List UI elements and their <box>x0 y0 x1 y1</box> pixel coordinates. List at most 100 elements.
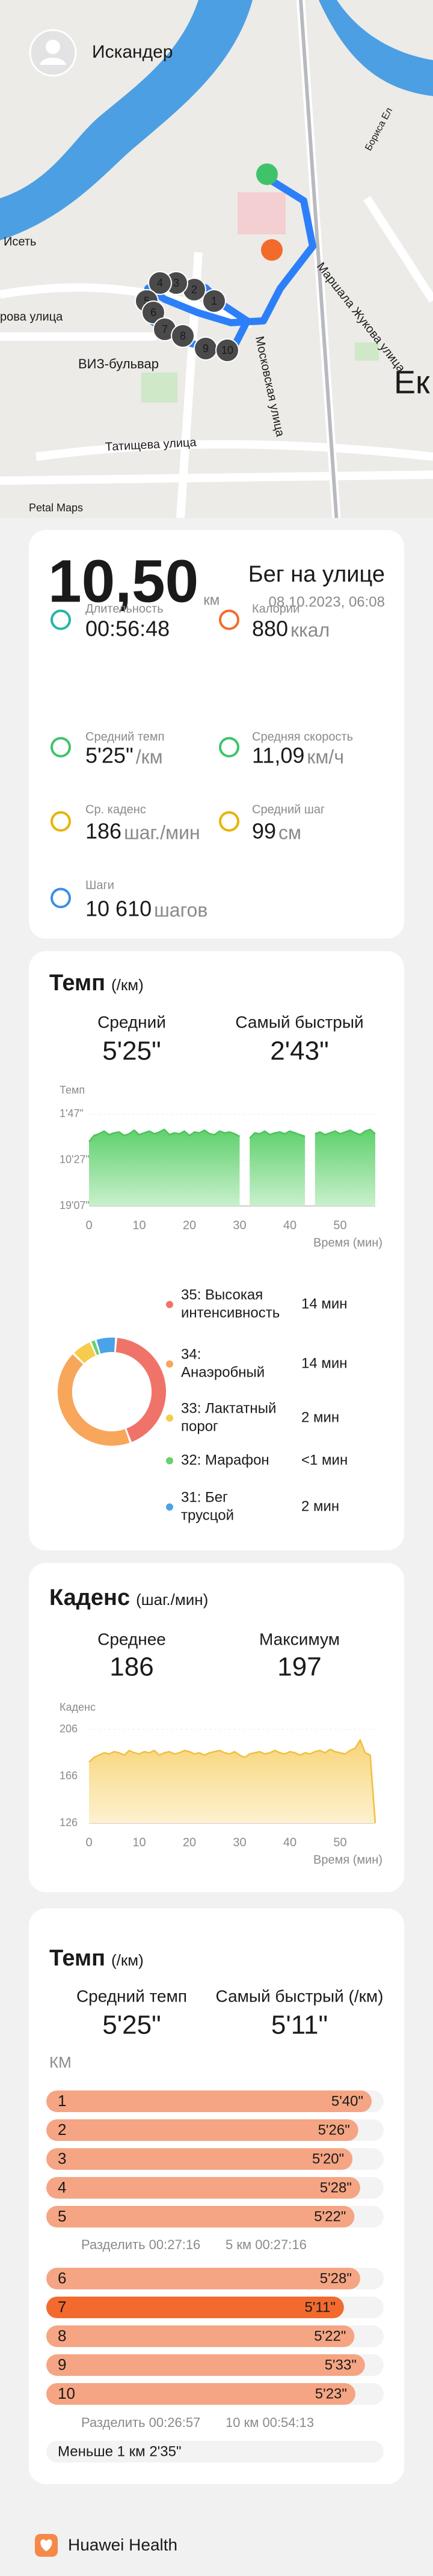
zone-arc <box>74 1342 96 1363</box>
section-title-unit: (/км) <box>111 976 144 994</box>
x-tick-label: 0 <box>85 1836 92 1849</box>
split-subtotal: Разделить 00:27:16 <box>81 2237 200 2252</box>
zone-label: интенсивность <box>181 1305 280 1321</box>
split-pace: 5'28" <box>320 2270 352 2286</box>
split-pace: 5'20" <box>312 2151 344 2167</box>
zone-dot <box>166 1503 173 1511</box>
km-marker-label: 2 <box>191 284 197 296</box>
split-bar <box>46 2148 353 2170</box>
line <box>88 1739 376 1824</box>
y-tick-label: 206 <box>60 1723 78 1735</box>
stat-value: 11,09 <box>252 743 304 768</box>
km-marker-label: 10 <box>221 344 233 356</box>
split-pace: 5'40" <box>331 2093 363 2109</box>
zone-label: 32: Марафон <box>181 1452 269 1468</box>
metric-value: 186 <box>109 1652 153 1682</box>
zone-time: 2 мин <box>301 1498 339 1514</box>
km-marker <box>215 338 239 362</box>
split-bar <box>46 2354 365 2376</box>
split-km: 8 <box>58 2327 66 2345</box>
split-pace: 5'23" <box>315 2386 347 2402</box>
activity: Бег на улице <box>248 562 385 587</box>
stat-icon <box>51 811 71 832</box>
map-label: Ек <box>394 364 430 400</box>
x-tick-label: 30 <box>233 1836 246 1849</box>
split-bar <box>46 2325 355 2347</box>
split-bar <box>46 2383 355 2405</box>
zone-arc <box>115 1338 167 1442</box>
metric-label: Самый быстрый (/км) <box>216 1987 384 2005</box>
km-marker-label: 8 <box>180 330 186 342</box>
km-marker <box>202 289 226 313</box>
map-label: Исеть <box>4 235 36 248</box>
y-tick-label: 1'47" <box>60 1107 84 1119</box>
stat-label: Ср. каденс <box>85 803 146 816</box>
area <box>89 1740 375 1823</box>
remainder-bar <box>46 2441 384 2462</box>
split-bar <box>46 2297 344 2318</box>
split-bar <box>46 2119 358 2141</box>
distance-unit: км <box>203 592 220 608</box>
map-attribution: Petal Maps <box>29 502 83 514</box>
km-marker <box>141 300 165 324</box>
metric-value: 5'11" <box>271 2011 328 2040</box>
split-km: 2 <box>58 2121 66 2139</box>
km-marker-label: 1 <box>211 295 217 307</box>
datetime: 08.10.2023, 06:08 <box>268 594 385 610</box>
split-pace: 5'22" <box>314 2208 346 2224</box>
split-cumulative: 10 км 00:54:13 <box>226 2415 314 2430</box>
y-tick-label: 10'27" <box>60 1153 90 1165</box>
x-tick-label: 40 <box>283 1836 296 1849</box>
split-pace: 5'11" <box>304 2299 335 2315</box>
y-tick-label: 126 <box>60 1816 78 1828</box>
x-tick-label: 0 <box>85 1219 92 1232</box>
zone-arc <box>57 1354 130 1446</box>
zone-label: 35: Высокая <box>181 1286 263 1303</box>
stat-label: Средняя скорость <box>252 730 353 743</box>
zone-label: 34: <box>181 1346 201 1362</box>
avatar-head <box>46 40 60 54</box>
map-ground <box>0 0 433 518</box>
app-logo-heart <box>40 2539 52 2551</box>
x-tick-label: 50 <box>333 1836 346 1849</box>
stat-icon <box>51 888 71 909</box>
section-title: Темп <box>49 970 105 996</box>
x-tick-label: 10 <box>132 1219 146 1232</box>
split-bar <box>46 2206 355 2227</box>
split-subtotal: Разделить 00:26:57 <box>81 2415 200 2430</box>
split-km: 1 <box>58 2092 66 2110</box>
stat-value: 99 <box>252 819 276 844</box>
x-tick-label: 40 <box>283 1219 296 1232</box>
zone-time: 14 мин <box>301 1296 348 1312</box>
x-tick-label: 10 <box>132 1836 146 1849</box>
river <box>319 0 433 96</box>
zone-time: 14 мин <box>301 1355 348 1371</box>
km-marker <box>171 324 195 348</box>
park <box>355 343 379 361</box>
metric-label: Среднее <box>97 1630 166 1648</box>
stat-unit: ккал <box>290 619 330 641</box>
stat-icon <box>51 737 71 758</box>
split-pace: 5'22" <box>314 2328 346 2344</box>
metric-label: Средний <box>97 1012 166 1031</box>
river <box>0 0 253 240</box>
metric-value: 197 <box>277 1652 321 1682</box>
zone-dot <box>166 1414 173 1422</box>
stat-icon <box>219 737 239 758</box>
stat-label: Средний шаг <box>252 803 325 816</box>
split-pace: 5'33" <box>325 2357 357 2373</box>
x-tick-label: 20 <box>183 1219 196 1232</box>
stat-unit: шагов <box>154 899 207 921</box>
km-marker-label: 7 <box>162 323 168 335</box>
split-km: 7 <box>58 2298 66 2316</box>
zone-time: <1 мин <box>301 1452 348 1468</box>
split-pace: 5'28" <box>320 2179 352 2196</box>
stat-value: 5'25" <box>85 743 134 768</box>
km-marker-label: 3 <box>173 277 179 289</box>
zone-arc <box>91 1340 100 1355</box>
metric-label: Максимум <box>259 1630 340 1648</box>
km-marker-label: 5 <box>144 295 150 307</box>
split-km: 3 <box>58 2149 66 2167</box>
y-tick-label: 166 <box>60 1770 78 1782</box>
